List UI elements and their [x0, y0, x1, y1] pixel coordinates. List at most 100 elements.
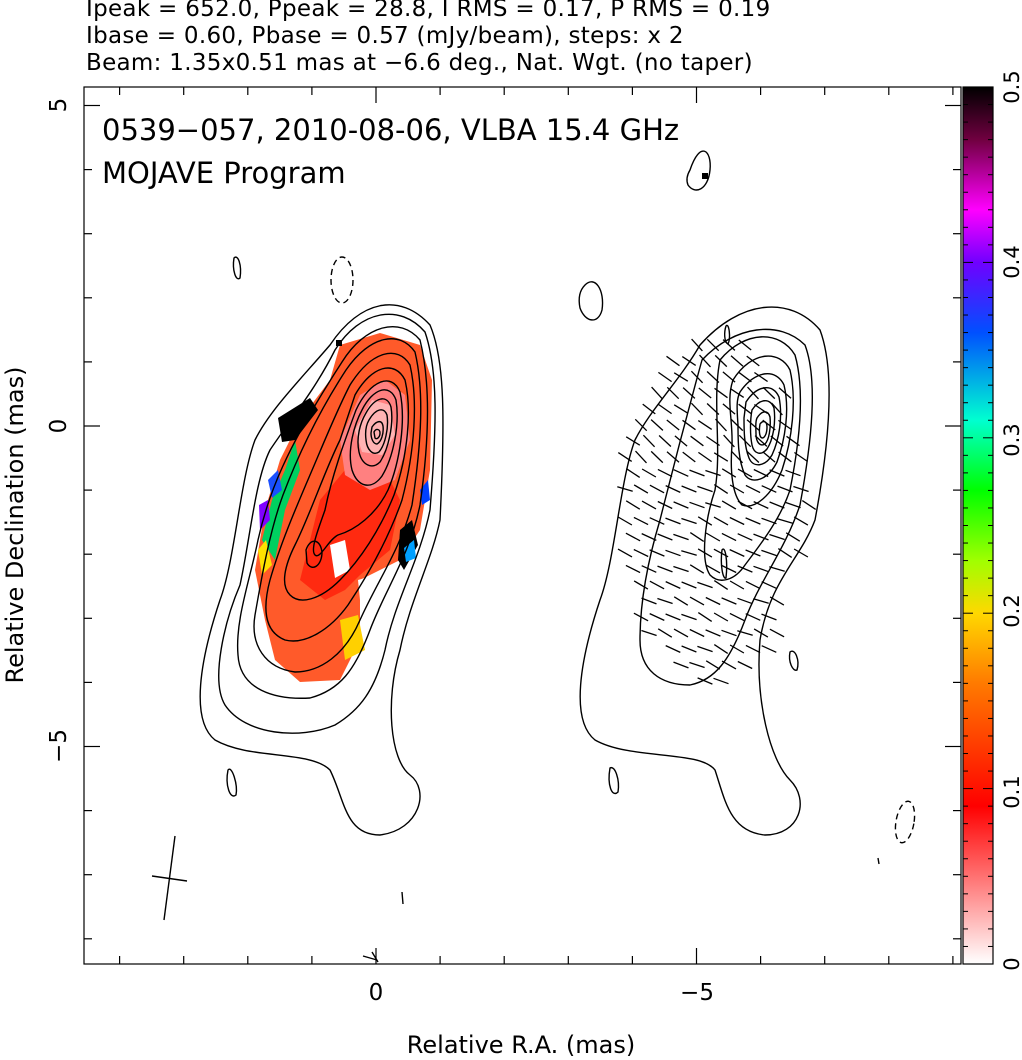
evpa-vector — [785, 532, 801, 542]
evpa-vector — [793, 485, 809, 493]
evpa-vector — [673, 628, 689, 638]
colorbar-label-0.2: 0.2 — [1000, 594, 1022, 627]
evpa-vector — [697, 420, 713, 430]
evpa-vector — [723, 434, 735, 448]
y-axis-label: Relative Declination (mas) — [1, 366, 29, 683]
evpa-vector — [785, 501, 801, 509]
evpa-vector — [658, 435, 672, 447]
evpa-vector — [689, 501, 705, 509]
evpa-vector — [713, 677, 729, 685]
evpa-vector — [673, 661, 689, 669]
evpa-vector — [699, 354, 711, 368]
x-tick-label-0: 0 — [369, 980, 384, 1006]
evpa-vector — [642, 403, 656, 415]
axis-ticks — [84, 87, 961, 964]
evpa-vector — [689, 628, 705, 638]
evpa-vector — [697, 548, 713, 558]
evpa-vector — [705, 660, 721, 670]
evpa-vector — [754, 435, 768, 447]
evpa-vector — [769, 501, 785, 509]
evpa-vector — [617, 548, 633, 558]
evpa-vector — [713, 580, 729, 590]
evpa-vector — [706, 403, 720, 415]
evpa-vector — [681, 645, 697, 653]
evpa-vector — [682, 419, 696, 431]
evpa-vector — [714, 354, 728, 368]
evpa-vector — [625, 468, 641, 478]
evpa-vector — [642, 434, 656, 448]
evpa-vector — [666, 355, 680, 367]
evpa-vector — [706, 435, 720, 447]
evpa-vector — [681, 550, 697, 556]
evpa-vector — [665, 613, 681, 621]
evpa-vector — [705, 564, 721, 574]
evpa-vector — [657, 533, 673, 541]
negative-contour-left — [330, 256, 354, 304]
evpa-vector — [777, 518, 793, 524]
evpa-vector — [673, 533, 689, 541]
evpa-vector — [753, 533, 769, 541]
evpa-vector — [729, 549, 745, 557]
evpa-vector — [777, 548, 793, 558]
evpa-vector — [625, 532, 641, 542]
evpa-vector — [674, 435, 688, 447]
evpa-vector — [753, 598, 769, 604]
evpa-vector — [681, 485, 697, 493]
evpa-vector — [625, 564, 641, 574]
negative-contour-right — [894, 800, 916, 844]
evpa-vector — [681, 581, 697, 589]
intensity-contours-left — [199, 256, 444, 963]
evpa-vector — [745, 549, 761, 557]
evpa-vector — [665, 517, 681, 525]
evpa-vector — [690, 402, 704, 416]
evpa-vector — [769, 533, 785, 541]
evpa-vector — [625, 500, 641, 510]
colorbar-label-0.1: 0.1 — [1000, 775, 1022, 808]
evpa-vector — [673, 404, 689, 414]
evpa-vector — [721, 629, 737, 637]
evpa-vector — [657, 628, 673, 638]
evpa-vector — [666, 419, 680, 431]
colorbar-ticks — [963, 86, 993, 965]
x-axis-label: Relative R.A. (mas) — [407, 1031, 635, 1059]
evpa-vector — [713, 548, 729, 558]
evpa-vector — [633, 548, 649, 558]
evpa-vector — [729, 612, 745, 622]
colorbar-label-0.3: 0.3 — [1000, 423, 1022, 456]
program-label: MOJAVE Program — [102, 156, 346, 190]
evpa-vector — [649, 549, 665, 557]
plot-frame — [83, 86, 962, 965]
evpa-vector — [673, 596, 689, 606]
evpa-vector — [697, 612, 713, 622]
evpa-vector — [737, 630, 753, 636]
evpa-vector — [641, 597, 657, 605]
y-tick-label-0: 0 — [46, 419, 72, 434]
colorbar-label-0.4: 0.4 — [1000, 245, 1022, 278]
evpa-vector — [625, 436, 641, 446]
evpa-vector — [714, 387, 728, 399]
evpa-vector — [737, 660, 753, 670]
evpa-vector — [761, 645, 777, 653]
evpa-vector — [761, 485, 777, 493]
x-tick-label-neg5: −5 — [680, 980, 714, 1006]
evpa-vector — [793, 548, 809, 558]
evpa-vector — [793, 516, 809, 526]
evpa-vector — [737, 468, 753, 478]
evpa-vector — [730, 450, 744, 464]
evpa-vector — [705, 502, 721, 508]
evpa-vector — [730, 418, 744, 432]
evpa-vector — [650, 450, 664, 464]
evpa-vector — [721, 564, 737, 574]
evpa-vector — [651, 386, 663, 400]
evpa-vector — [785, 469, 801, 477]
evpa-vector — [721, 500, 737, 510]
evpa-vector — [713, 644, 729, 654]
evpa-vector — [729, 516, 745, 526]
evpa-vector — [673, 501, 689, 509]
y-tick-label-5: 5 — [46, 98, 72, 113]
evpa-vector — [649, 484, 665, 494]
evpa-vector — [697, 677, 713, 685]
evpa-vector — [691, 338, 703, 352]
evpa-vector — [690, 435, 704, 447]
